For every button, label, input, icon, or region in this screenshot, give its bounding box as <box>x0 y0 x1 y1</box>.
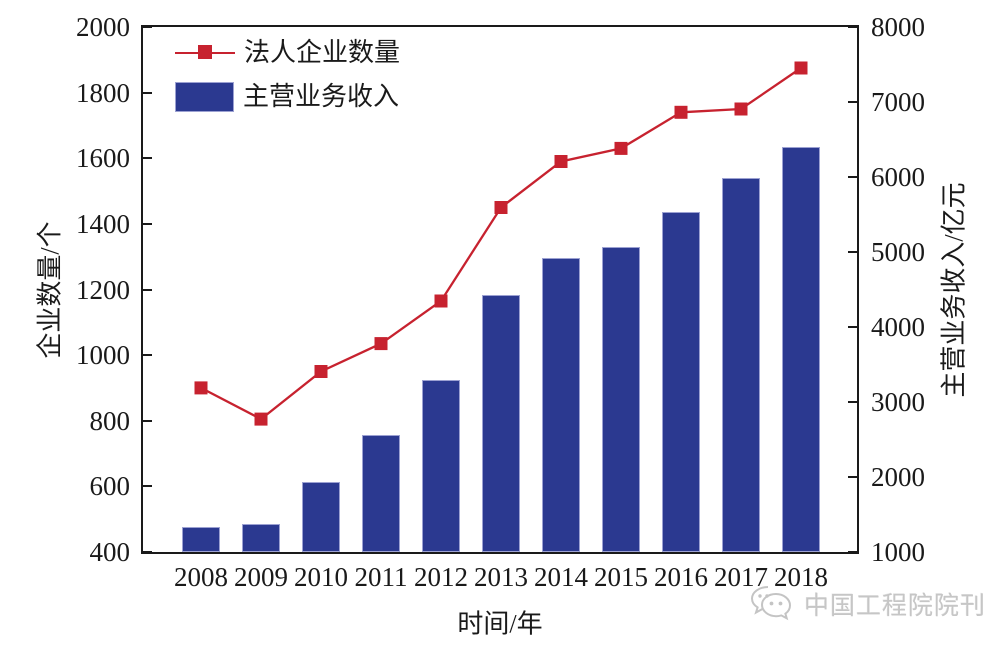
bar-2013 <box>482 294 520 553</box>
y-right-tick-label-5000: 5000 <box>871 237 925 267</box>
y-right-tick-5000 <box>848 251 857 253</box>
x-tick-label-2008: 2008 <box>174 562 228 592</box>
y-left-tick-1000 <box>143 354 152 357</box>
watermark-text: 中国工程院院刊 <box>804 593 987 620</box>
legend-bar-swatch <box>175 82 234 112</box>
y-left-tick-800 <box>143 419 152 422</box>
x-tick-label-2009: 2009 <box>234 562 288 592</box>
y-right-tick-label-4000: 4000 <box>871 312 925 342</box>
y-right-tick-6000 <box>848 176 857 178</box>
y-left-tick-label-600: 600 <box>89 471 131 502</box>
y-left-tick-label-1800: 1800 <box>76 77 130 108</box>
y-right-tick-label-2000: 2000 <box>871 462 925 492</box>
bar-2016 <box>662 212 700 553</box>
legend-line-sample <box>175 38 235 68</box>
y-right-tick-label-7000: 7000 <box>871 87 925 117</box>
legend-item-line-series: 法人企业数量 <box>175 38 400 68</box>
y-left-tick-1600 <box>143 157 152 160</box>
legend: 法人企业数量 主营业务收入 <box>175 38 400 112</box>
x-tick-label-2016: 2016 <box>654 562 708 592</box>
y-left-tick-1800 <box>143 91 152 94</box>
y-left-tick-label-2000: 2000 <box>76 12 130 42</box>
y-right-tick-label-3000: 3000 <box>871 387 925 417</box>
y-left-tick-label-1000: 1000 <box>76 340 130 371</box>
y-left-tick-label-1200: 1200 <box>76 274 130 305</box>
y-right-tick-label-8000: 8000 <box>871 12 925 42</box>
y-left-tick-600 <box>143 485 152 488</box>
y-right-tick-7000 <box>848 101 857 103</box>
x-tick-label-2018: 2018 <box>774 562 828 592</box>
y-left-tick-label-400: 400 <box>89 537 131 567</box>
y-left-tick-1200 <box>143 288 152 291</box>
bar-2017 <box>722 178 760 552</box>
x-axis-title: 时间/年 <box>457 609 543 639</box>
x-tick-label-2014: 2014 <box>534 562 588 592</box>
x-tick-label-2010: 2010 <box>294 562 348 592</box>
legend-square-marker-icon <box>198 45 212 59</box>
watermark: 中国工程院院刊 <box>746 583 986 625</box>
bar-2018 <box>782 147 820 552</box>
bar-2009 <box>242 523 280 552</box>
y-left-tick-400 <box>143 551 152 553</box>
y-left-tick-label-1600: 1600 <box>76 143 130 174</box>
y-left-tick-label-800: 800 <box>89 405 131 436</box>
y-right-tick-1000 <box>848 551 857 553</box>
y-right-tick-4000 <box>848 326 857 328</box>
bar-2012 <box>422 379 460 552</box>
y-right-tick-2000 <box>848 476 857 478</box>
bar-2014 <box>542 258 580 552</box>
y-right-tick-label-6000: 6000 <box>871 162 925 192</box>
x-tick-label-2012: 2012 <box>414 562 468 592</box>
y-right-tick-8000 <box>848 26 857 28</box>
bar-2008 <box>182 526 220 552</box>
plot-area <box>141 25 859 554</box>
y-left-tick-1400 <box>143 222 152 225</box>
legend-label-bar-series: 主营业务收入 <box>243 82 400 111</box>
x-tick-label-2015: 2015 <box>594 562 648 592</box>
bar-2015 <box>602 246 640 553</box>
x-tick-label-2013: 2013 <box>474 562 528 592</box>
x-tick-label-2011: 2011 <box>354 562 408 592</box>
bar-2011 <box>362 434 400 552</box>
wechat-logo-icon <box>750 586 792 621</box>
legend-label-line-series: 法人企业数量 <box>244 38 401 67</box>
x-tick-label-2017: 2017 <box>714 562 768 592</box>
y-left-tick-label-1400: 1400 <box>76 208 130 239</box>
bar-2010 <box>302 481 340 552</box>
y-axis-title-left: 企业数量/个 <box>35 221 65 359</box>
y-axis-title-right: 主营业务收入/亿元 <box>939 182 969 398</box>
y-right-tick-label-1000: 1000 <box>871 537 925 567</box>
y-left-tick-2000 <box>143 26 152 28</box>
legend-item-bar-series: 主营业务收入 <box>175 82 400 112</box>
y-right-tick-3000 <box>848 401 857 403</box>
